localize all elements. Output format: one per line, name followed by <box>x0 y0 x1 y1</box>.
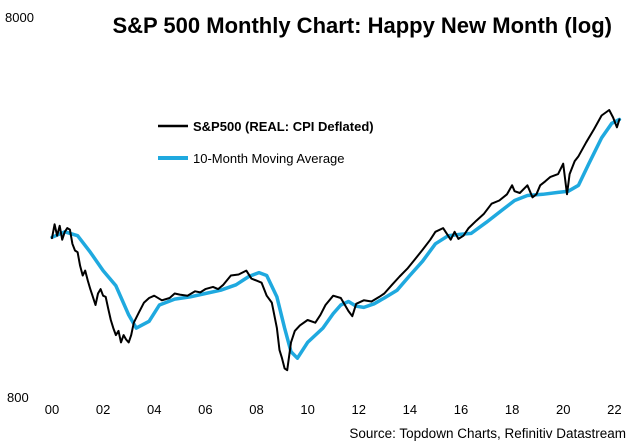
series-line-moving-average <box>50 117 622 360</box>
x-tick-label-22: 22 <box>607 402 621 417</box>
source-note: Source: Topdown Charts, Refinitiv Datast… <box>349 426 626 441</box>
x-tick-label-02: 02 <box>96 402 110 417</box>
y-tick-label-top: 8000 <box>5 10 34 25</box>
x-tick-label-18: 18 <box>505 402 519 417</box>
chart-title: S&P 500 Monthly Chart: Happy New Month (… <box>112 13 612 38</box>
x-tick-label-08: 08 <box>249 402 263 417</box>
x-tick-label-04: 04 <box>147 402 161 417</box>
x-tick-label-16: 16 <box>454 402 468 417</box>
x-tick-label-10: 10 <box>300 402 314 417</box>
x-tick-label-00: 00 <box>45 402 59 417</box>
x-tick-label-14: 14 <box>403 402 417 417</box>
x-axis-tick-labels: 00 02 04 06 08 10 12 14 16 18 20 22 <box>45 402 622 417</box>
y-tick-label-bottom: 800 <box>7 390 29 405</box>
series-line-sp500 <box>51 109 621 372</box>
legend-label-sp500: S&P500 (REAL: CPI Deflated) <box>193 119 374 134</box>
legend-label-moving-average: 10-Month Moving Average <box>193 151 345 166</box>
x-tick-label-20: 20 <box>556 402 570 417</box>
x-tick-label-06: 06 <box>198 402 212 417</box>
x-tick-label-12: 12 <box>351 402 365 417</box>
